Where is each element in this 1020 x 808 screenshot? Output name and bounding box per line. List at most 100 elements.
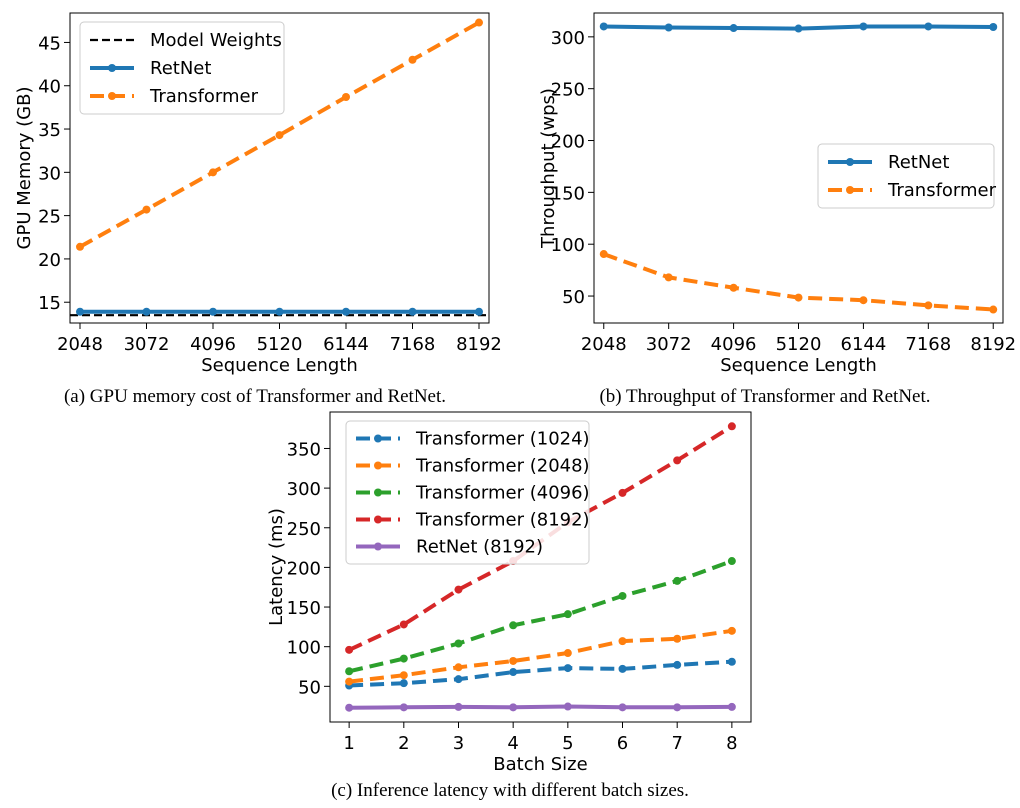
legend-label: Transformer (8192) bbox=[415, 510, 590, 531]
data-point bbox=[474, 18, 483, 27]
x-tick-label: 4 bbox=[507, 733, 518, 754]
data-point bbox=[924, 301, 933, 310]
data-point bbox=[727, 702, 736, 711]
data-point bbox=[727, 657, 736, 666]
legend-marker bbox=[846, 158, 854, 166]
data-point bbox=[345, 703, 354, 712]
series-line bbox=[348, 559, 733, 674]
y-tick-label: 150 bbox=[287, 598, 321, 619]
data-point bbox=[341, 92, 350, 101]
legend-marker bbox=[846, 186, 854, 194]
data-point bbox=[729, 283, 738, 292]
x-tick-label: 4096 bbox=[190, 334, 236, 355]
data-point bbox=[345, 645, 354, 654]
series-line bbox=[349, 659, 733, 688]
data-point bbox=[673, 576, 682, 585]
data-point bbox=[454, 663, 463, 672]
data-point bbox=[924, 22, 933, 31]
x-tick-label: 5 bbox=[562, 733, 573, 754]
data-point bbox=[599, 22, 608, 31]
data-point bbox=[794, 24, 803, 33]
legend-label: Transformer bbox=[887, 180, 997, 201]
data-point bbox=[563, 702, 572, 711]
legend-label: Model Weights bbox=[150, 30, 282, 51]
x-tick-label: 8192 bbox=[970, 334, 1016, 355]
data-point bbox=[509, 668, 518, 677]
data-point bbox=[563, 664, 572, 673]
chart-c: 50 100 150 200 250 300 350 1 2 3 4 5 6 7 8 Batch Size La… bbox=[266, 411, 752, 775]
data-point bbox=[209, 168, 218, 177]
data-point bbox=[509, 621, 518, 630]
data-point bbox=[142, 205, 151, 214]
data-point bbox=[509, 703, 518, 712]
x-tick-label: 2048 bbox=[581, 334, 627, 355]
x-tick-label: 5120 bbox=[776, 334, 822, 355]
y-tick-label: 35 bbox=[38, 120, 61, 141]
y-tick-label: 300 bbox=[287, 479, 321, 500]
y-tick-label: 50 bbox=[298, 677, 321, 698]
legend-marker bbox=[108, 92, 116, 100]
y-tick-label: 300 bbox=[551, 28, 585, 49]
data-point bbox=[399, 620, 408, 629]
legend: RetNet Transformer bbox=[817, 143, 997, 209]
data-point bbox=[563, 649, 572, 658]
data-point bbox=[399, 703, 408, 712]
data-point bbox=[618, 664, 627, 673]
data-point bbox=[727, 557, 736, 566]
data-point bbox=[618, 637, 627, 646]
legend-label: Transformer (2048) bbox=[415, 456, 590, 477]
data-point bbox=[275, 131, 284, 140]
data-point bbox=[599, 250, 608, 259]
legend-marker bbox=[374, 434, 382, 443]
data-point bbox=[275, 307, 284, 316]
legend-marker bbox=[108, 64, 116, 72]
y-axis-label: GPU Memory (GB) bbox=[14, 87, 35, 250]
x-tick-label: 3072 bbox=[646, 334, 692, 355]
data-point bbox=[673, 660, 682, 669]
x-tick-label: 4096 bbox=[711, 334, 757, 355]
x-tick-label: 1 bbox=[343, 733, 354, 754]
x-axis-label: Sequence Length bbox=[201, 355, 358, 376]
y-tick-label: 45 bbox=[38, 33, 61, 54]
y-tick-label: 250 bbox=[551, 80, 585, 101]
legend-marker bbox=[374, 461, 382, 470]
data-point bbox=[76, 307, 85, 316]
x-axis-label: Sequence Length bbox=[720, 355, 877, 376]
data-point bbox=[474, 307, 483, 316]
data-point bbox=[399, 671, 408, 680]
data-point bbox=[454, 585, 463, 594]
legend-marker bbox=[374, 515, 382, 524]
x-tick-label: 2 bbox=[398, 733, 409, 754]
x-tick-label: 5120 bbox=[257, 334, 303, 355]
y-tick-label: 15 bbox=[38, 293, 61, 314]
x-tick-label: 7168 bbox=[390, 334, 436, 355]
x-tick-label: 2048 bbox=[57, 334, 103, 355]
y-tick-label: 250 bbox=[287, 519, 321, 540]
y-tick-label: 30 bbox=[38, 163, 61, 184]
legend: Model Weights RetNet Transformer bbox=[79, 21, 285, 115]
x-tick-label: 6 bbox=[617, 733, 628, 754]
data-point bbox=[454, 675, 463, 684]
data-point bbox=[454, 702, 463, 711]
legend-label: Transformer bbox=[149, 86, 259, 107]
data-point bbox=[399, 654, 408, 663]
data-point bbox=[794, 293, 803, 302]
y-tick-label: 200 bbox=[551, 132, 585, 153]
y-tick-label: 20 bbox=[38, 250, 61, 271]
data-point bbox=[673, 703, 682, 712]
data-point bbox=[673, 634, 682, 643]
legend-marker bbox=[374, 542, 382, 551]
x-tick-label: 3072 bbox=[124, 334, 170, 355]
x-tick-label: 6144 bbox=[841, 334, 887, 355]
data-point bbox=[341, 307, 350, 316]
data-point bbox=[729, 24, 738, 33]
caption-c: (c) Inference latency with different bat… bbox=[331, 780, 689, 801]
data-point bbox=[408, 55, 417, 64]
data-point bbox=[989, 22, 998, 31]
x-tick-label: 7 bbox=[671, 733, 682, 754]
x-tick-label: 3 bbox=[453, 733, 464, 754]
data-point bbox=[408, 307, 417, 316]
data-point bbox=[76, 242, 85, 251]
x-tick-label: 8 bbox=[726, 733, 737, 754]
x-tick-label: 6144 bbox=[323, 334, 369, 355]
